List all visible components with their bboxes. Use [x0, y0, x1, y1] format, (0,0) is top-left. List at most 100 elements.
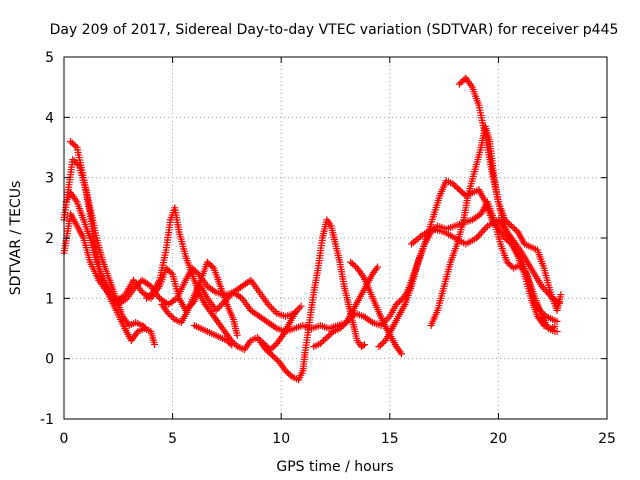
- data-point: [504, 219, 512, 227]
- data-point: [454, 184, 462, 192]
- data-point: [295, 304, 303, 312]
- data-point: [203, 258, 211, 266]
- data-point: [168, 312, 176, 320]
- data-point: [542, 287, 550, 295]
- data-point: [132, 282, 140, 290]
- data-point: [326, 331, 334, 339]
- data-point: [323, 334, 331, 342]
- data-point: [482, 224, 490, 232]
- data-point: [69, 156, 77, 164]
- data-point: [285, 370, 293, 378]
- data-point: [347, 258, 355, 266]
- data-point: [318, 338, 326, 346]
- data-point: [133, 281, 141, 289]
- data-point: [269, 352, 277, 360]
- data-point: [216, 303, 224, 311]
- data-point: [473, 234, 481, 242]
- data-point: [506, 220, 514, 228]
- data-point: [223, 337, 231, 345]
- x-tick-label: 20: [489, 431, 507, 447]
- data-point: [321, 335, 329, 343]
- data-point: [147, 290, 155, 298]
- data-point: [348, 260, 356, 268]
- data-point: [282, 367, 290, 375]
- y-axis-label: SDTVAR / TECUs: [8, 181, 24, 296]
- data-point: [272, 355, 280, 363]
- data-point: [452, 183, 460, 191]
- data-point: [336, 325, 344, 332]
- data-point: [350, 261, 358, 269]
- data-point: [225, 338, 233, 346]
- data-point: [503, 258, 511, 266]
- data-point: [377, 341, 385, 349]
- data-point: [505, 260, 513, 268]
- axis-ticks: 0 5 10 15 20 25 -1 0 1 2 3 4 5: [40, 50, 616, 447]
- series-track-7: [190, 321, 236, 349]
- data-point: [166, 311, 174, 319]
- data-point: [324, 332, 332, 340]
- y-tick-label: 0: [45, 352, 54, 368]
- x-tick-label: 15: [381, 431, 399, 447]
- series-track-6: [158, 258, 241, 339]
- data-point: [538, 282, 546, 290]
- data-point: [556, 299, 564, 307]
- data-point: [270, 343, 278, 351]
- data-point: [509, 223, 517, 231]
- data-point: [455, 186, 463, 194]
- data-point: [506, 261, 514, 269]
- data-point: [480, 225, 488, 233]
- data-point: [297, 302, 305, 310]
- series-track-12: [403, 177, 559, 332]
- data-point: [207, 261, 215, 269]
- data-point: [135, 279, 143, 287]
- series-track-15: [408, 216, 564, 307]
- data-point: [262, 346, 270, 354]
- data-point: [164, 309, 172, 317]
- data-point: [360, 341, 368, 349]
- data-point: [264, 347, 272, 355]
- data-point: [269, 306, 277, 314]
- x-axis-label: GPS time / hours: [276, 459, 393, 475]
- data-point: [328, 329, 336, 337]
- data-point: [507, 222, 515, 230]
- data-point: [71, 142, 79, 150]
- data-point: [476, 231, 484, 239]
- chart-title: Day 209 of 2017, Sidereal Day-to-day VTE…: [50, 22, 619, 38]
- data-point: [265, 349, 273, 357]
- x-tick-label: 25: [598, 431, 616, 447]
- data-point: [233, 331, 241, 339]
- data-point: [546, 291, 554, 299]
- data-point: [164, 266, 172, 274]
- data-point: [557, 291, 565, 299]
- y-tick-label: -1: [40, 412, 54, 428]
- data-point: [553, 317, 561, 325]
- data-point: [512, 226, 520, 234]
- data-point: [455, 80, 463, 88]
- data-point: [380, 338, 388, 346]
- data-point: [396, 297, 404, 305]
- data-point: [450, 181, 458, 189]
- data-point: [320, 337, 328, 345]
- series-track-2: [60, 156, 159, 348]
- data-point: [394, 299, 402, 307]
- data-point: [286, 371, 294, 379]
- y-tick-label: 2: [45, 231, 54, 247]
- data-point: [477, 229, 485, 237]
- y-tick-label: 4: [45, 110, 54, 126]
- data-point: [267, 350, 275, 358]
- data-point: [165, 267, 173, 275]
- data-point: [141, 323, 149, 331]
- data-point: [169, 314, 177, 322]
- data-point: [316, 340, 324, 348]
- y-tick-label: 5: [45, 50, 54, 66]
- data-point: [539, 284, 547, 292]
- data-point: [474, 232, 482, 240]
- data-point: [457, 187, 465, 195]
- data-point: [205, 260, 213, 268]
- y-tick-label: 3: [45, 171, 54, 187]
- data-point: [144, 293, 152, 301]
- data-point: [268, 344, 276, 352]
- series-track-3: [62, 189, 305, 320]
- data-point: [266, 302, 274, 310]
